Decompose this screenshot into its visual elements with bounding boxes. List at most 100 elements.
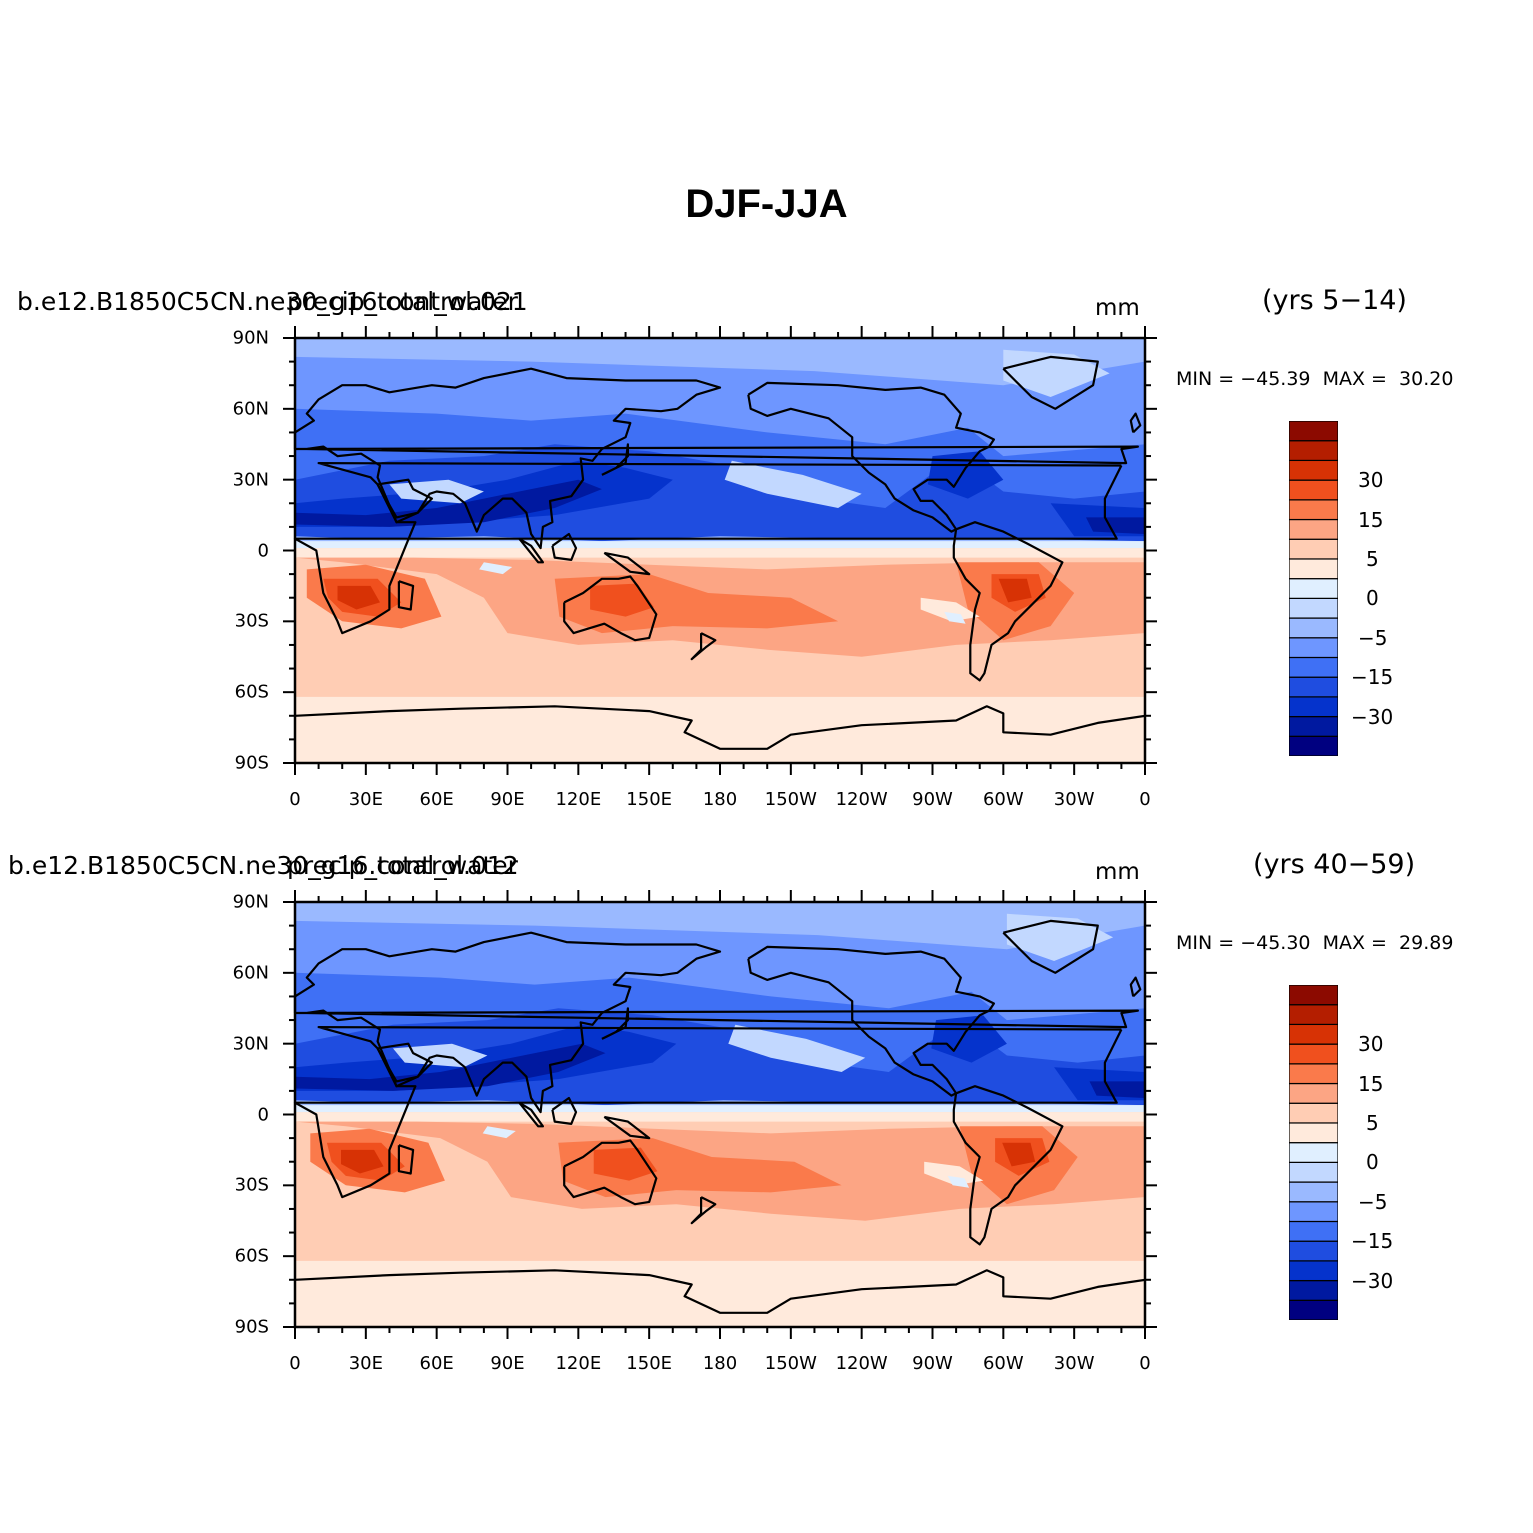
y-tick-label: 90S [234, 752, 269, 774]
x-tick-label: 180 [702, 1353, 738, 1374]
colorbar-swatch [1289, 1142, 1338, 1163]
colorbar-label: −5 [1358, 1189, 1388, 1214]
coastlines [293, 919, 1146, 1314]
x-tick-label: 150E [626, 1353, 673, 1374]
colorbar-label: −15 [1351, 665, 1394, 690]
colorbar [1289, 421, 1338, 756]
colorbar-swatch [1289, 1043, 1338, 1065]
y-tick-label: 90N [232, 327, 269, 349]
y-tick-label: 30N [232, 469, 269, 491]
years-label: (yrs 40−59) [1253, 849, 1416, 880]
colorbar-swatch [1289, 538, 1338, 560]
x-tick-label: 0 [289, 789, 301, 810]
x-tick-label: 60W [982, 1353, 1024, 1374]
case-name-under: b.e12.B1850C5CN.ne30_g16.control.021 [17, 287, 528, 316]
units-label: mm [1095, 859, 1140, 885]
y-tick-label: 60N [232, 962, 269, 984]
units-label: mm [1095, 295, 1140, 321]
min-max-label: MIN = −45.30 MAX = 29.89 [1176, 932, 1454, 954]
colorbar-swatch [1289, 479, 1338, 501]
colorbar-swatch [1289, 1122, 1338, 1144]
case-name-overlay: precip_total_water [287, 851, 518, 880]
colorbar-swatch [1289, 1181, 1338, 1203]
figure-title: DJF-JJA [685, 182, 848, 226]
colorbar-swatch [1289, 1240, 1338, 1262]
case-name-under: b.e12.B1850C5CN.ne30_g16.control.012 [8, 851, 519, 880]
colorbar-swatch [1289, 440, 1338, 462]
y-tick-label: 60N [232, 398, 269, 420]
colorbar [1289, 985, 1338, 1320]
colorbar-label: 15 [1358, 1071, 1384, 1096]
y-tick-label: 90N [232, 891, 269, 913]
y-tick-label: 60S [234, 681, 269, 703]
colorbar-label: 5 [1366, 546, 1379, 571]
colorbar-label: 15 [1358, 507, 1384, 532]
map-plot [283, 326, 1157, 775]
coastlines [293, 355, 1146, 750]
map-plot [283, 890, 1157, 1339]
colorbar-label: −15 [1351, 1229, 1394, 1254]
x-tick-label: 0 [289, 1353, 301, 1374]
y-tick-label: 0 [257, 540, 269, 561]
x-tick-label: 90E [490, 789, 525, 810]
tick-marks [283, 890, 1157, 1339]
x-tick-label: 120W [835, 789, 888, 810]
case-name: b.e12.B1850C5CN.ne30_g16.control.021 pre… [17, 287, 528, 316]
x-tick-label: 120E [555, 789, 602, 810]
colorbar-swatch [1289, 1279, 1338, 1301]
x-tick-label: 180 [702, 789, 738, 810]
x-tick-label: 0 [1139, 1353, 1151, 1374]
x-tick-label: 60E [419, 789, 454, 810]
colorbar-swatch [1289, 1102, 1338, 1124]
x-tick-label: 60W [982, 789, 1024, 810]
x-tick-label: 30E [348, 789, 383, 810]
contour-field [295, 902, 1145, 1327]
x-tick-label: 120W [835, 1353, 888, 1374]
colorbar-swatch [1289, 1201, 1338, 1223]
panel-bottom: b.e12.B1850C5CN.ne30_g16.control.012 pre… [0, 564, 1533, 1374]
colorbar-label: −30 [1351, 1268, 1394, 1293]
x-tick-label: 150E [626, 789, 673, 810]
x-tick-label: 120E [555, 1353, 602, 1374]
colorbar-swatch [1289, 1299, 1338, 1320]
tick-marks [283, 326, 1157, 775]
colorbar-label: 0 [1366, 586, 1379, 611]
colorbar-swatch [1289, 518, 1338, 540]
colorbar-swatch [1289, 1082, 1338, 1104]
colorbar-swatch [1289, 1004, 1338, 1026]
colorbar-label: 0 [1366, 1150, 1379, 1175]
y-tick-label: 60S [234, 1245, 269, 1267]
colorbar-label: 30 [1358, 468, 1384, 493]
y-tick-label: 30S [234, 1174, 269, 1196]
colorbar-swatch [1289, 499, 1338, 521]
y-tick-label: 30N [232, 1033, 269, 1055]
colorbar-label: 30 [1358, 1032, 1384, 1057]
contour-field [295, 338, 1145, 763]
colorbar-label: −5 [1358, 625, 1388, 650]
colorbar-label: −30 [1351, 704, 1394, 729]
colorbar-swatch [1289, 985, 1338, 1006]
colorbar-swatch [1289, 421, 1338, 442]
x-tick-label: 150W [764, 1353, 817, 1374]
case-name-overlay: precip_total_water [287, 287, 518, 316]
colorbar-swatch [1289, 1161, 1338, 1183]
colorbar-swatch [1289, 1260, 1338, 1282]
y-tick-label: 0 [257, 1104, 269, 1125]
x-tick-label: 90W [912, 789, 953, 810]
colorbar-swatch [1289, 1063, 1338, 1085]
colorbar-label: 5 [1366, 1110, 1379, 1135]
x-tick-label: 90W [912, 1353, 953, 1374]
x-tick-label: 30W [1053, 789, 1095, 810]
x-tick-label: 30W [1053, 1353, 1095, 1374]
years-label: (yrs 5−14) [1262, 285, 1407, 316]
x-tick-label: 90E [490, 1353, 525, 1374]
x-tick-label: 60E [419, 1353, 454, 1374]
y-tick-label: 90S [234, 1316, 269, 1338]
case-name: b.e12.B1850C5CN.ne30_g16.control.012 pre… [8, 851, 519, 880]
panel-top: b.e12.B1850C5CN.ne30_g16.control.021 pre… [0, 0, 1533, 810]
x-tick-label: 150W [764, 789, 817, 810]
x-tick-label: 30E [348, 1353, 383, 1374]
min-max-label: MIN = −45.39 MAX = 30.20 [1176, 368, 1454, 390]
y-tick-label: 30S [234, 610, 269, 632]
colorbar-swatch [1289, 1023, 1338, 1045]
